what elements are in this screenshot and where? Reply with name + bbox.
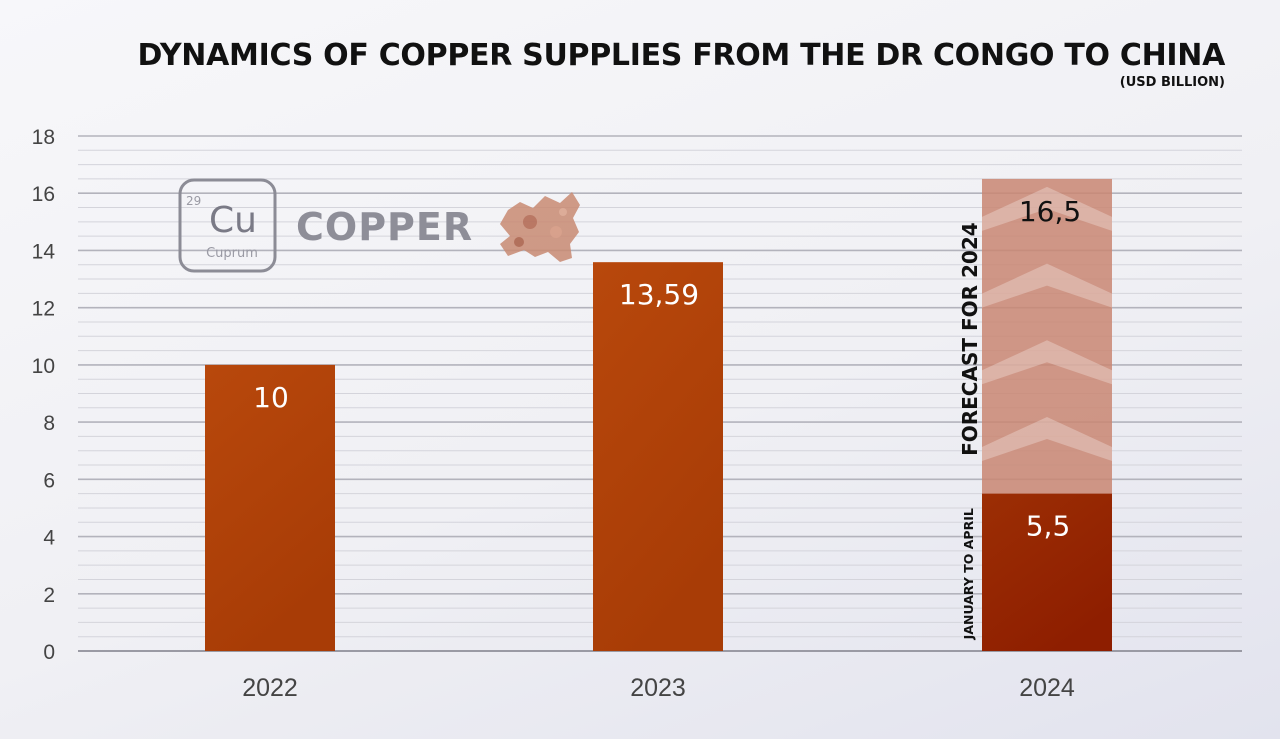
data-label: 10 [253,381,289,414]
partial-period-annotation: JANUARY TO APRIL [961,508,976,640]
data-bar [593,262,723,651]
atomic-number: 29 [186,194,201,208]
element-symbol: Cu [209,200,257,241]
y-tick-label: 16 [32,183,55,206]
forecast-chevron [982,186,1112,231]
chart-title: DYNAMICS OF COPPER SUPPLIES FROM THE DR … [137,38,1225,73]
forecast-chevron [982,340,1112,385]
y-tick-label: 4 [43,527,55,550]
y-tick-label: 14 [32,240,56,263]
forecast-chevron [982,416,1112,461]
bars [205,178,1112,651]
data-label: 16,5 [1019,195,1081,228]
chart-subtitle: (USD BILLION) [1119,75,1225,90]
y-tick-label: 0 [43,641,55,664]
y-axis: 0 2 4 6 8 10 12 14 16 18 [32,126,56,664]
copper-word: COPPER [296,205,473,249]
data-label: 5,5 [1026,510,1071,543]
element-tile-frame [178,178,277,273]
x-tick-label: 2022 [242,674,298,702]
copper-nugget-icon [500,192,580,262]
forecast-chevron [982,263,1112,308]
y-tick-label: 6 [43,469,55,492]
y-tick-label: 2 [43,584,55,607]
y-tick-label: 18 [32,126,55,149]
x-tick-label: 2024 [1019,674,1075,702]
copper-logo: 29 Cu Cuprum COPPER [178,178,580,273]
x-tick-label: 2023 [630,674,686,702]
element-name: Cuprum [206,246,258,261]
data-bar [205,364,335,651]
data-label: 13,59 [619,278,699,311]
y-tick-label: 8 [43,412,55,435]
y-tick-label: 10 [32,355,55,378]
partial-year-bar [982,493,1112,651]
x-axis: 2022 2023 2024 [242,674,1075,702]
forecast-annotation: FORECAST FOR 2024 [958,222,982,456]
y-tick-label: 12 [32,298,55,321]
data-labels: 10 13,59 16,5 5,5 FORECAST FOR 2024 JANUARY T… [253,195,1081,640]
